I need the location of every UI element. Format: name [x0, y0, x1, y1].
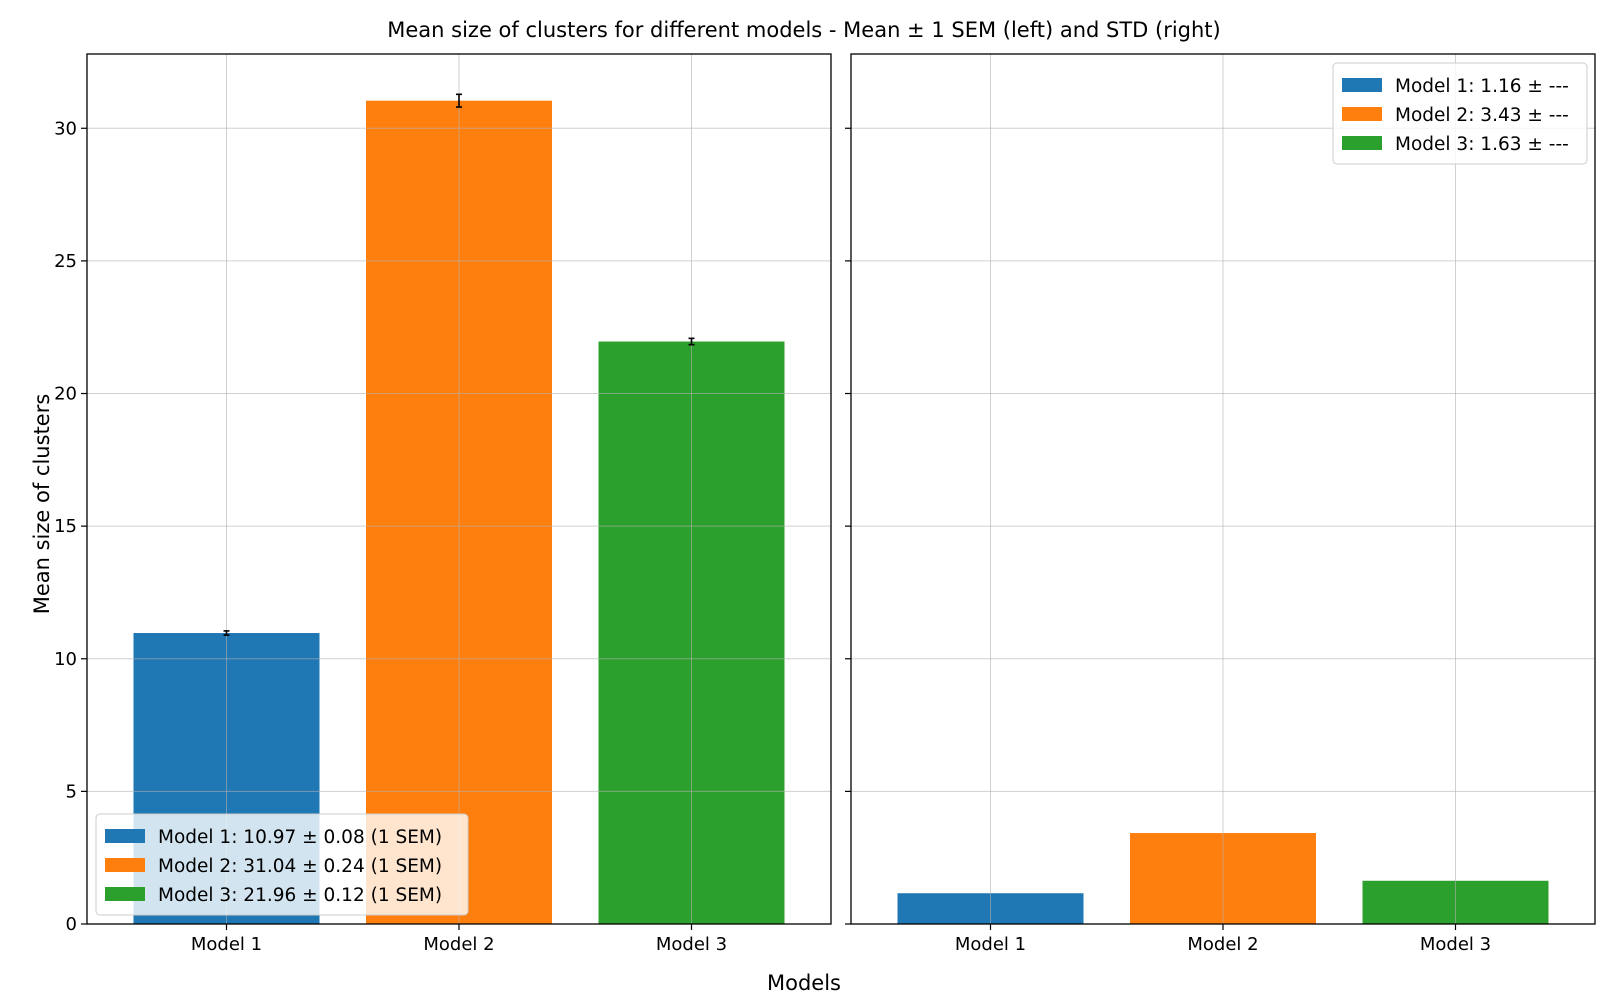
- right-panel: Model 1 Model 2 Model 3 Model 1: 1.16 ± ---…: [845, 53, 1596, 955]
- x-axis-label: Models: [767, 971, 841, 995]
- left-error-bar-3: [688, 337, 695, 346]
- y-tick-label-1: 5: [66, 781, 77, 802]
- legend-swatch-2: [105, 858, 145, 872]
- y-tick-label-6: 30: [54, 118, 77, 139]
- legend-entry-3: Model 3: 1.63 ± ---: [1395, 134, 1569, 155]
- right-x-tick-label-3: Model 3: [1420, 934, 1491, 955]
- left-error-bar-2: [456, 93, 462, 108]
- y-tick-label-5: 25: [54, 251, 77, 272]
- right-x-tick-label-1: Model 1: [955, 934, 1026, 955]
- legend-swatch-3: [1342, 136, 1382, 150]
- left-legend: Model 1: 10.97 ± 0.08 (1 SEM) Model 2: 31…: [95, 813, 469, 916]
- chart-title: Mean size of clusters for different mode…: [387, 18, 1221, 42]
- left-x-tick-label-3: Model 3: [656, 934, 727, 955]
- y-tick-label-3: 15: [54, 516, 77, 537]
- legend-entry-2: Model 2: 31.04 ± 0.24 (1 SEM): [158, 856, 442, 877]
- left-x-tick-label-1: Model 1: [191, 934, 262, 955]
- left-panel: 0 5 10 15 20 25 30 Model 1 Model 2 Model 3 Model 1…: [54, 53, 832, 955]
- y-tick-label-0: 0: [66, 914, 77, 935]
- legend-box: [95, 813, 469, 916]
- legend-swatch-2: [1342, 107, 1382, 121]
- legend-entry-1: Model 1: 1.16 ± ---: [1395, 76, 1569, 97]
- right-legend: Model 1: 1.16 ± --- Model 2: 3.43 ± --- Mo…: [1332, 62, 1588, 165]
- right-x-tick-label-2: Model 2: [1187, 934, 1258, 955]
- legend-entry-2: Model 2: 3.43 ± ---: [1395, 105, 1569, 126]
- legend-box: [1332, 62, 1588, 165]
- left-error-bar-1: [223, 630, 230, 636]
- left-x-tick-label-2: Model 2: [423, 934, 494, 955]
- legend-swatch-1: [1342, 78, 1382, 92]
- legend-entry-3: Model 3: 21.96 ± 0.12 (1 SEM): [158, 885, 442, 906]
- y-axis-label: Mean size of clusters: [30, 394, 54, 615]
- y-tick-label-2: 10: [54, 649, 77, 670]
- legend-entry-1: Model 1: 10.97 ± 0.08 (1 SEM): [158, 827, 442, 848]
- legend-swatch-1: [105, 829, 145, 843]
- y-tick-label-4: 20: [54, 384, 77, 405]
- legend-swatch-3: [105, 887, 145, 901]
